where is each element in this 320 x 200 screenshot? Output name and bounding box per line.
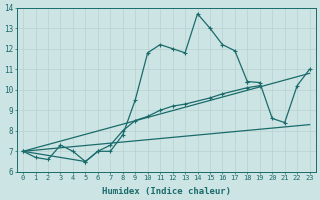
X-axis label: Humidex (Indice chaleur): Humidex (Indice chaleur): [102, 187, 231, 196]
